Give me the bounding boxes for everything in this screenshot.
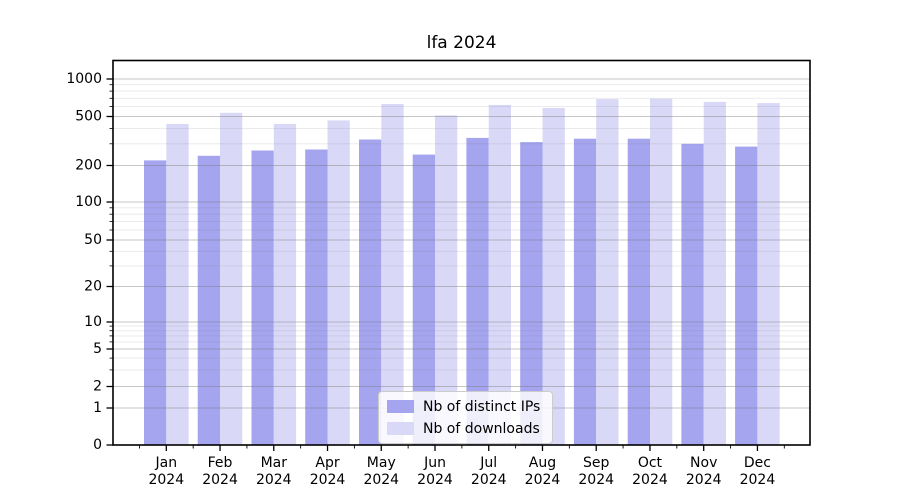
bar-downloads-may	[381, 104, 404, 445]
legend-label-distinct-ips: Nb of distinct IPs	[423, 398, 541, 415]
x-tick-label: Mar 2024	[256, 455, 292, 488]
y-tick-label: 2	[93, 379, 102, 395]
legend-item-downloads: Nb of downloads	[387, 419, 540, 438]
x-tick-label: Aug 2024	[525, 455, 561, 488]
bar-downloads-feb	[220, 112, 243, 446]
y-tick-label: 20	[84, 279, 102, 295]
y-tick-label: 200	[75, 158, 102, 174]
y-tick-label: 5	[93, 341, 102, 357]
bar-downloads-sep	[596, 99, 619, 445]
x-tick-label: Jun 2024	[417, 455, 453, 488]
bar-distinct-ips-mar	[251, 150, 274, 445]
y-tick-label: 100	[75, 194, 102, 210]
bar-downloads-dec	[757, 103, 780, 445]
bar-downloads-jul	[488, 104, 511, 446]
bar-distinct-ips-nov	[681, 143, 704, 446]
bar-distinct-ips-apr	[305, 149, 328, 445]
x-tick-label: Dec 2024	[740, 455, 776, 488]
bar-distinct-ips-jun	[412, 154, 435, 445]
bar-distinct-ips-sep	[573, 138, 597, 445]
legend-swatch-downloads	[387, 422, 414, 435]
legend-swatch-distinct-ips	[387, 400, 414, 413]
bar-distinct-ips-dec	[735, 146, 758, 445]
bar-downloads-nov	[703, 101, 726, 446]
y-tick-label: 0	[93, 437, 102, 453]
bar-downloads-jun	[435, 115, 458, 446]
x-tick-label: Sep 2024	[578, 455, 614, 488]
x-tick-label: Jan 2024	[148, 455, 184, 488]
bar-distinct-ips-jan	[144, 160, 167, 445]
legend-label-downloads: Nb of downloads	[423, 420, 540, 437]
x-tick-label: Feb 2024	[202, 455, 238, 488]
x-tick-label: Apr 2024	[310, 455, 346, 488]
y-tick-label: 1	[93, 400, 102, 416]
bar-distinct-ips-aug	[520, 142, 543, 445]
x-tick-label: Nov 2024	[686, 455, 722, 488]
bar-downloads-apr	[327, 120, 350, 446]
legend: Nb of distinct IPs Nb of downloads	[378, 391, 554, 444]
bar-distinct-ips-may	[359, 139, 382, 445]
y-tick-label: 1000	[66, 71, 102, 87]
x-tick-label: May 2024	[363, 455, 399, 488]
bar-distinct-ips-oct	[627, 138, 650, 445]
bar-distinct-ips-feb	[197, 155, 220, 446]
y-tick-label: 50	[84, 232, 102, 248]
legend-item-distinct-ips: Nb of distinct IPs	[387, 397, 540, 416]
x-tick-label: Oct 2024	[632, 455, 668, 488]
bar-distinct-ips-jul	[466, 137, 489, 445]
chart-title: lfa 2024	[426, 33, 497, 53]
y-tick-label: 10	[84, 314, 102, 330]
y-tick-label: 500	[75, 109, 102, 125]
x-tick-label: Jul 2024	[471, 455, 507, 488]
bar-downloads-oct	[650, 98, 673, 445]
bar-downloads-aug	[542, 108, 565, 445]
bar-downloads-mar	[273, 123, 297, 446]
bar-downloads-jan	[166, 123, 189, 446]
